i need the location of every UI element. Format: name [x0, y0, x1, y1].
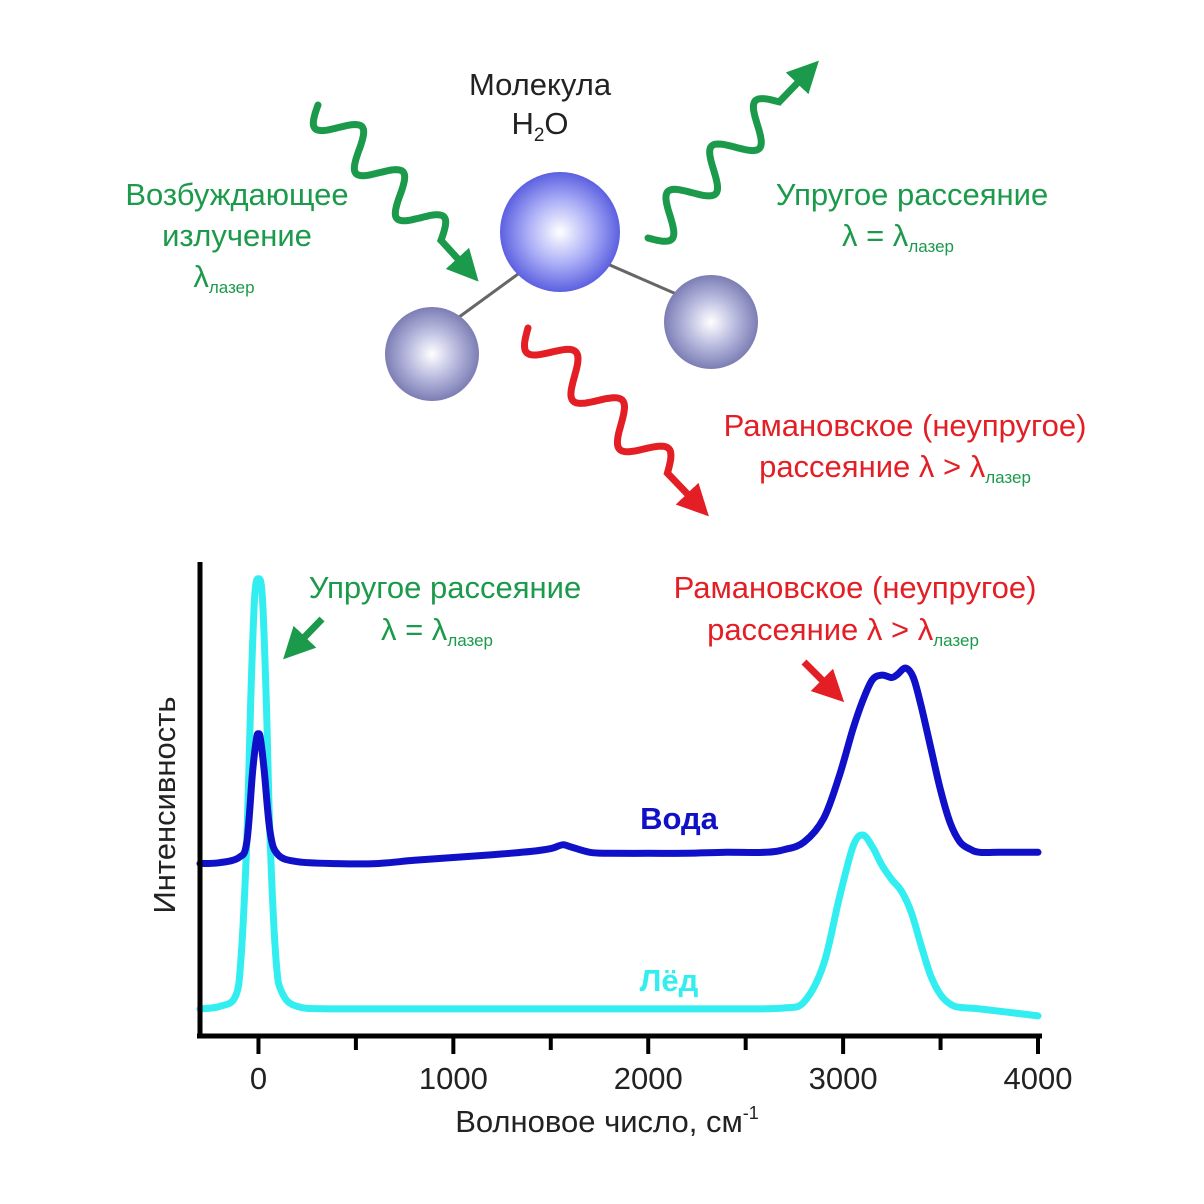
- raman-label-1: Рамановское (неупругое): [724, 408, 1087, 443]
- chart-elastic-label: Упругое рассеяние: [309, 570, 581, 605]
- tick-layer: 0 1000 2000 3000 4000: [250, 1036, 1073, 1096]
- chart-raman-arrow: [801, 659, 845, 703]
- molecule-formula: H2O: [511, 106, 568, 146]
- excitation-label-2: излучение: [162, 218, 312, 253]
- x-tick-label: 2000: [614, 1061, 683, 1096]
- chart-elastic-arrow: [283, 616, 325, 660]
- series-line-ice: [196, 575, 1042, 1020]
- x-tick-label: 0: [250, 1061, 267, 1096]
- x-tick-label: 3000: [809, 1061, 878, 1096]
- molecule-label: Молекула: [469, 67, 612, 102]
- x-axis-label: Волновое число, см-1: [455, 1103, 759, 1139]
- elastic-wave-arrow: [644, 60, 819, 245]
- raman-wave-arrow: [520, 324, 709, 517]
- chart-raman-label-1: Рамановское (неупругое): [674, 570, 1037, 605]
- y-axis-label: Интенсивность: [147, 696, 182, 913]
- x-tick-label: 4000: [1004, 1061, 1073, 1096]
- chart-raman-label-2: рассеяние λ > λлазер: [707, 612, 979, 650]
- excitation-wave-arrow: [309, 101, 479, 282]
- chart-elastic-equation: λ = λлазер: [381, 612, 493, 650]
- x-tick-label: 1000: [419, 1061, 488, 1096]
- elastic-label: Упругое рассеяние: [776, 177, 1048, 212]
- raman-spectrum-chart: 0 1000 2000 3000 4000 Волновое число, см-1 И…: [147, 562, 1072, 1139]
- raman-label-2: рассеяние λ > λлазер: [759, 449, 1031, 487]
- series-label-ice: Лёд: [640, 963, 699, 998]
- elastic-equation: λ = λлазер: [842, 218, 954, 256]
- oxygen-atom: [500, 172, 620, 292]
- excitation-label-1: Возбуждающее: [125, 177, 348, 212]
- hydrogen-atom-left: [385, 307, 479, 401]
- svg-text:Молекула: Молекула: [469, 67, 612, 102]
- water-molecule: [385, 172, 758, 401]
- excitation-lambda: λлазер: [193, 259, 254, 297]
- series-label-water: Вода: [640, 801, 719, 836]
- hydrogen-atom-right: [664, 275, 758, 369]
- series-line-water: [196, 664, 1042, 868]
- series-layer: [196, 575, 1042, 1020]
